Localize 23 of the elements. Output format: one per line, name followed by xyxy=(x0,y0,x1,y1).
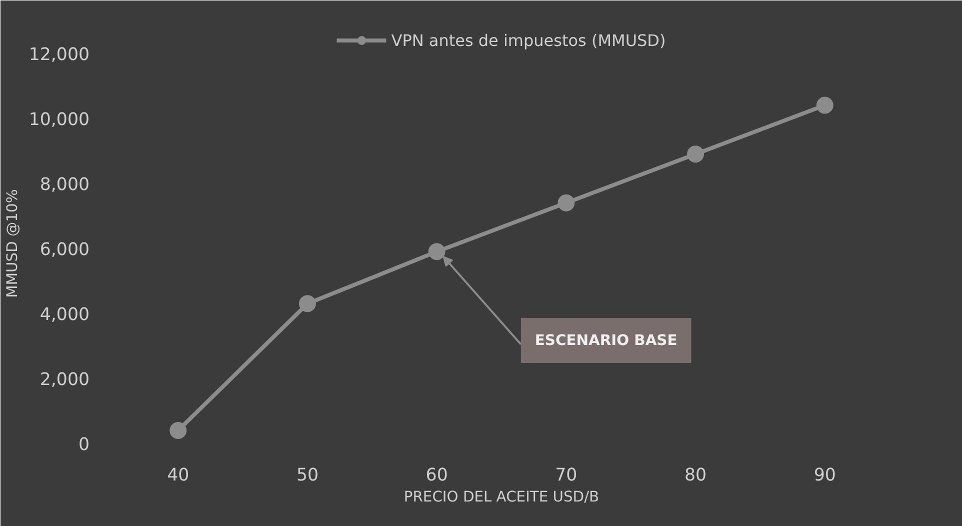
y-tick-label: 4,000 xyxy=(40,304,90,325)
y-tick-label: 2,000 xyxy=(40,370,90,390)
legend-label: VPN antes de impuestos (MMUSD) xyxy=(391,30,666,50)
y-tick-label: 6,000 xyxy=(40,240,90,260)
x-tick-label: 40 xyxy=(167,466,190,486)
point xyxy=(428,243,446,260)
y-tick-label: 10,000 xyxy=(28,110,90,130)
point xyxy=(170,422,187,439)
annotation: ESCENARIO BASE xyxy=(534,332,678,349)
y-tick-label: 8,000 xyxy=(40,174,90,195)
y-tick-label: 0 xyxy=(78,434,90,455)
x-axis-title: PRECIO DEL ACEITE USD/B xyxy=(404,488,600,506)
y-tick-label: 12,000 xyxy=(28,44,90,65)
point xyxy=(298,295,316,312)
x-tick-label: 90 xyxy=(814,466,836,486)
x-tick-label: 70 xyxy=(555,466,578,486)
point xyxy=(816,96,834,114)
y-axis-title: MMUSD @10% xyxy=(4,189,21,298)
point xyxy=(558,194,575,212)
point xyxy=(687,146,704,163)
x-tick-label: 60 xyxy=(426,466,448,486)
x-tick-label: 80 xyxy=(684,466,707,486)
x-tick-label: 50 xyxy=(296,466,319,486)
